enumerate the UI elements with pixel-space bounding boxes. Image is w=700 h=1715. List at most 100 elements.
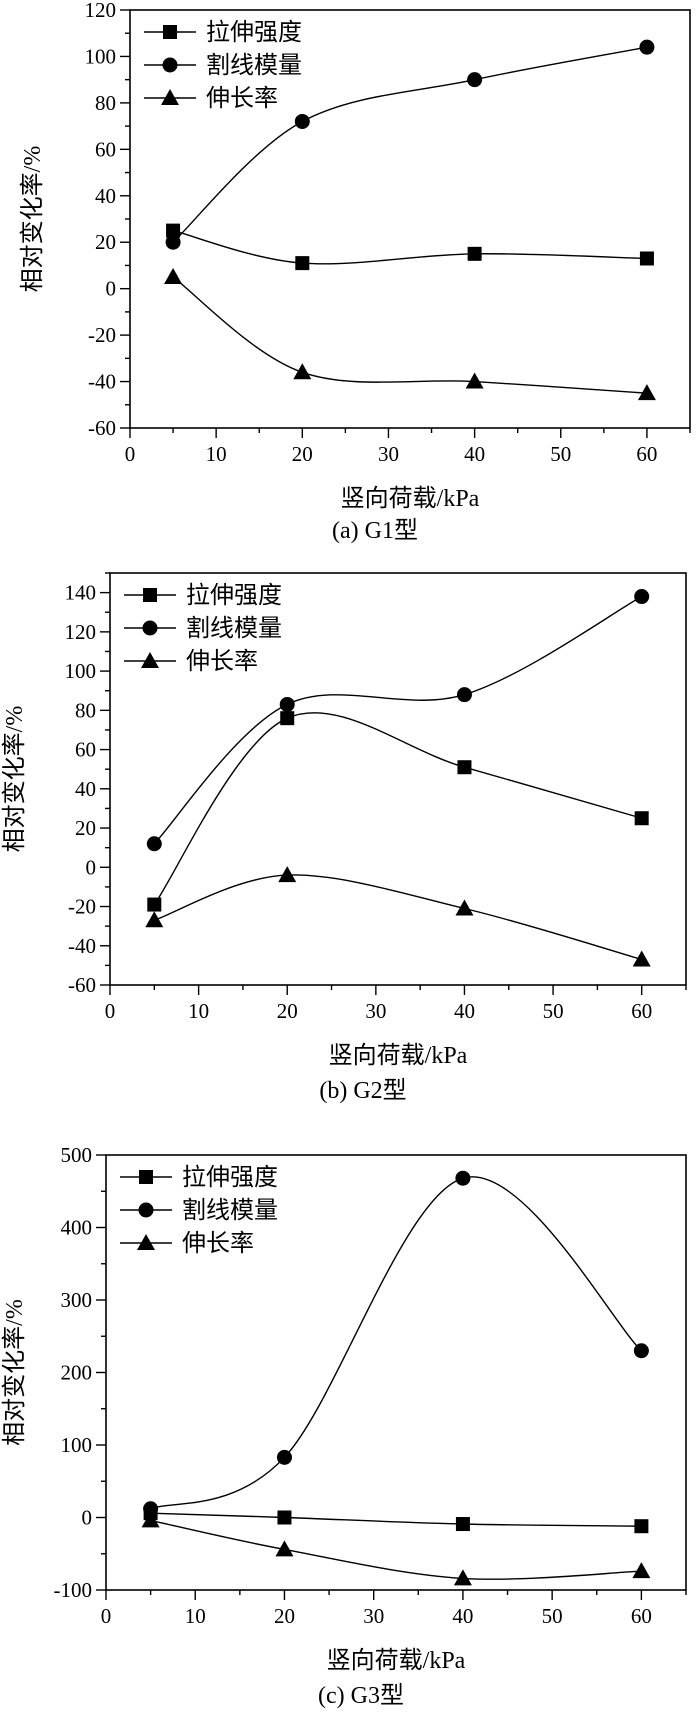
- y-tick-label: -20: [88, 323, 116, 347]
- series-line-triangle: [150, 1519, 642, 1580]
- x-tick-label: 50: [542, 1604, 563, 1628]
- y-tick-label: -40: [68, 934, 96, 958]
- data-point-square: [634, 1519, 649, 1534]
- series-line-circle: [172, 46, 648, 243]
- data-point-square: [639, 251, 654, 266]
- series-line-triangle: [154, 874, 642, 961]
- x-tick-label: 60: [636, 442, 657, 466]
- y-tick-label: 0: [106, 277, 117, 301]
- data-point-triangle: [145, 911, 164, 928]
- y-tick-label: 80: [95, 91, 116, 115]
- chart-g2: 0 10 20 30 40 50 60 -60 -40 -20 0 20 40 60 80 100 120 140…: [1, 572, 687, 1104]
- series-line-square: [172, 229, 647, 265]
- x-axis-label: 竖向荷载/kPa: [329, 1042, 468, 1069]
- y-tick-label: 140: [65, 581, 97, 605]
- legend-marker-circle: [162, 57, 178, 73]
- y-tick-label: 120: [85, 0, 117, 22]
- x-tick-label: 30: [378, 442, 399, 466]
- data-point-triangle: [278, 866, 297, 883]
- x-tick-label: 10: [188, 999, 209, 1023]
- data-point-triangle: [632, 950, 651, 967]
- y-tick-label: 20: [75, 816, 96, 840]
- data-point-circle: [634, 589, 650, 605]
- y-tick-label: 120: [65, 620, 97, 644]
- legend-label: 伸长率: [182, 1230, 254, 1257]
- data-point-circle: [633, 1343, 649, 1359]
- data-point-triangle: [465, 372, 484, 389]
- plot-frame-g2: [109, 572, 687, 986]
- data-point-circle: [146, 836, 162, 852]
- data-point-triangle: [453, 1569, 472, 1586]
- x-tick-label: 50: [550, 442, 571, 466]
- legend-marker-triangle: [137, 1234, 155, 1250]
- y-tick-label: 100: [65, 659, 97, 683]
- data-point-triangle: [293, 363, 312, 380]
- data-point-circle: [165, 234, 181, 250]
- data-point-square: [166, 223, 181, 238]
- data-point-circle: [467, 72, 483, 88]
- data-point-circle: [276, 1449, 292, 1465]
- y-tick-label: 60: [75, 738, 96, 762]
- figure-caption: (c) G3型: [318, 1682, 404, 1709]
- series-line-triangle: [172, 276, 647, 394]
- y-tick-label: 80: [75, 698, 96, 722]
- y-tick-label: 200: [61, 1361, 93, 1385]
- y-tick-label: 400: [61, 1216, 93, 1240]
- series-line-circle: [150, 1176, 642, 1510]
- data-point-square: [277, 1510, 292, 1525]
- x-tick-label: 30: [365, 999, 386, 1023]
- data-point-square: [295, 256, 310, 271]
- legend-label: 伸长率: [206, 85, 278, 112]
- y-tick-label: 40: [95, 184, 116, 208]
- figure-caption: (a) G1型: [332, 517, 418, 544]
- y-axis-label: 相对变化率/%: [1, 1299, 28, 1446]
- x-tick-label: 50: [543, 999, 564, 1023]
- data-point-triangle: [141, 1511, 160, 1528]
- legend-label: 拉伸强度: [182, 1164, 278, 1191]
- legend-marker-square: [163, 25, 177, 39]
- legend-label: 割线模量: [206, 52, 302, 79]
- data-point-square: [634, 811, 649, 826]
- y-axis-label: 相对变化率/%: [19, 146, 46, 293]
- y-tick-label: -100: [54, 1578, 93, 1602]
- y-tick-label: 0: [82, 1506, 93, 1530]
- data-point-triangle: [455, 899, 474, 916]
- y-axis-label: 相对变化率/%: [1, 706, 28, 853]
- series-line-square: [150, 1512, 642, 1527]
- x-tick-label: 30: [363, 1604, 384, 1628]
- x-tick-label: 0: [105, 999, 116, 1023]
- legend-label: 割线模量: [182, 1197, 278, 1224]
- legend-marker-square: [143, 588, 157, 602]
- data-point-square: [457, 760, 472, 775]
- x-tick-label: 20: [292, 442, 313, 466]
- x-tick-label: 40: [452, 1604, 473, 1628]
- data-point-triangle: [275, 1540, 294, 1557]
- data-point-square: [147, 897, 162, 912]
- legend-label: 割线模量: [186, 615, 282, 642]
- x-tick-label: 60: [631, 999, 652, 1023]
- legend-marker-circle: [138, 1202, 154, 1218]
- y-tick-label: 100: [85, 44, 117, 68]
- x-tick-label: 0: [101, 1604, 112, 1628]
- series-line-square: [153, 712, 642, 906]
- series-line-circle: [153, 595, 643, 845]
- legend-marker-triangle: [161, 89, 179, 105]
- chart-g1: 0 10 20 30 40 50 60 -60 -40 -20 0 20 40 60 80 100 120 竖向荷…: [19, 0, 691, 544]
- legend-label: 拉伸强度: [186, 582, 282, 609]
- chart-g3: 0 10 20 30 40 50 60 -100 0 100 200 300 400 500 竖向荷载/kP…: [1, 1143, 687, 1709]
- x-tick-label: 40: [464, 442, 485, 466]
- y-tick-label: 100: [61, 1433, 93, 1457]
- x-tick-label: 0: [125, 442, 136, 466]
- legend-marker-triangle: [141, 652, 159, 668]
- x-tick-label: 20: [274, 1604, 295, 1628]
- y-tick-label: 0: [86, 855, 97, 879]
- figure-caption: (b) G2型: [319, 1077, 406, 1104]
- y-tick-label: 500: [61, 1143, 93, 1167]
- x-tick-label: 10: [185, 1604, 206, 1628]
- y-tick-label: 60: [95, 137, 116, 161]
- legend-marker-square: [139, 1170, 153, 1184]
- y-tick-label: -20: [68, 895, 96, 919]
- x-tick-label: 20: [277, 999, 298, 1023]
- x-tick-label: 10: [206, 442, 227, 466]
